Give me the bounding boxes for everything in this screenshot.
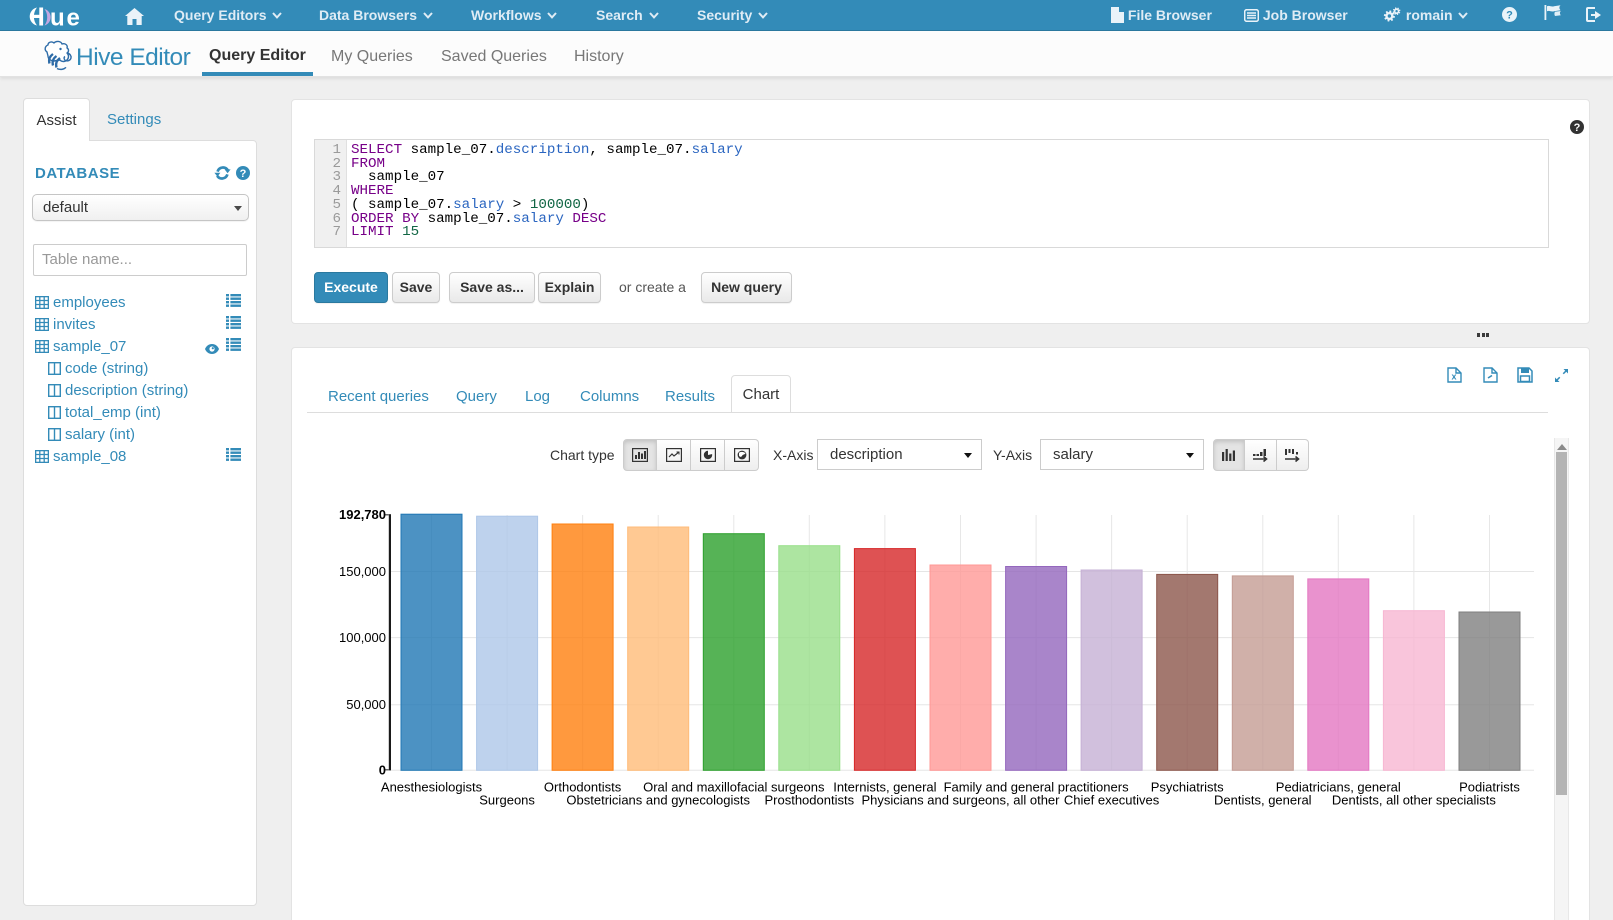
svg-text:192,780: 192,780 [339,507,386,522]
svg-text:0: 0 [379,763,386,778]
svg-text:Podiatrists: Podiatrists [1459,780,1520,795]
svg-text:Internists, general: Internists, general [833,780,936,795]
svg-text:Family and general practitione: Family and general practitioners [944,780,1129,795]
svg-text:Anesthesiologists: Anesthesiologists [381,780,483,795]
svg-text:Chief executives: Chief executives [1064,793,1160,808]
svg-text:Pediatricians, general: Pediatricians, general [1276,780,1401,795]
svg-text:?: ? [1506,10,1513,22]
svg-text:Prosthodontists: Prosthodontists [764,793,854,808]
svg-text:Psychiatrists: Psychiatrists [1151,780,1224,795]
svg-text:100,000: 100,000 [339,630,386,645]
svg-text:Obstetricians and gynecologist: Obstetricians and gynecologists [566,793,750,808]
svg-text:Surgeons: Surgeons [479,793,535,808]
svg-text:150,000: 150,000 [339,564,386,579]
svg-text:x: x [1451,372,1456,382]
svg-text:?: ? [1574,122,1581,134]
svg-text:Dentists, all other specialist: Dentists, all other specialists [1332,793,1497,808]
svg-text:?: ? [240,168,247,180]
svg-text:Dentists, general: Dentists, general [1214,793,1312,808]
svg-text:Physicians and surgeons, all o: Physicians and surgeons, all other [861,793,1060,808]
svg-text:Orthodontists: Orthodontists [544,780,622,795]
svg-text:ue: ue [50,5,82,32]
svg-text:50,000: 50,000 [346,697,386,712]
svg-text:Oral and maxillofacial surgeon: Oral and maxillofacial surgeons [643,780,825,795]
